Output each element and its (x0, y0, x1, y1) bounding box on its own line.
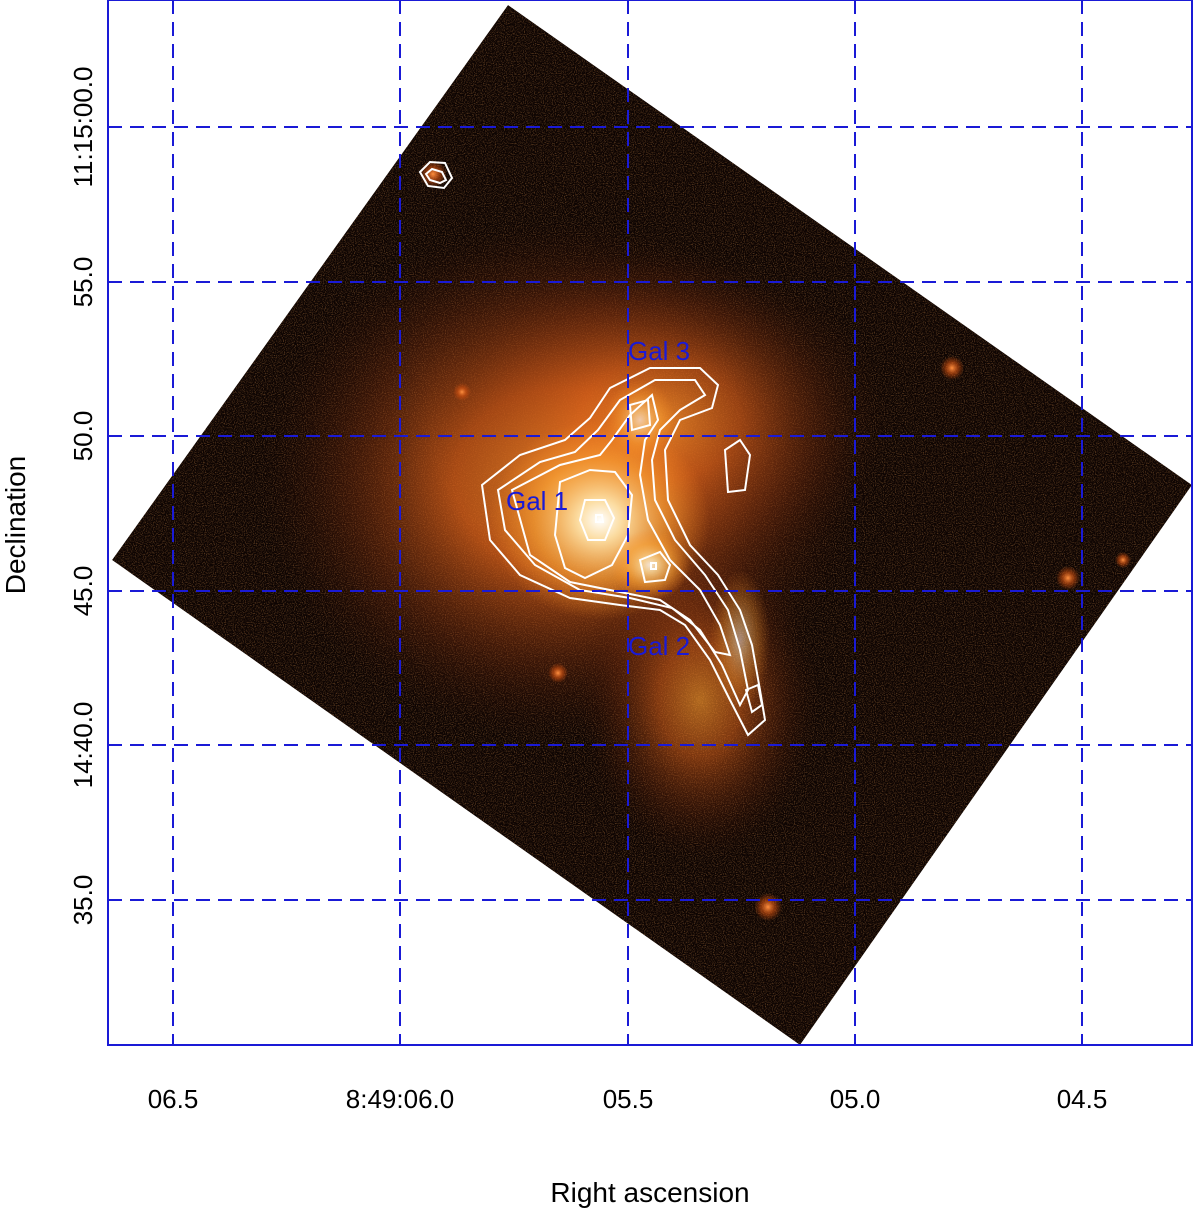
gal-3-label: Gal 3 (628, 336, 690, 366)
y-tick-label: 50.0 (68, 411, 98, 462)
y-tick-label: 45.0 (68, 566, 98, 617)
contour-lines (418, 160, 767, 737)
x-tick-labels: 06.5 8:49:06.0 05.5 05.0 04.5 (148, 1084, 1108, 1114)
x-tick-label: 05.0 (830, 1084, 881, 1114)
x-axis-title: Right ascension (550, 1177, 749, 1208)
x-tick-label: 04.5 (1057, 1084, 1108, 1114)
coordinate-grid (108, 0, 1192, 1045)
y-tick-label: 55.0 (68, 257, 98, 308)
y-tick-label: 14:40.0 (68, 702, 98, 789)
x-tick-label: 06.5 (148, 1084, 199, 1114)
plot-frame (107, 0, 1193, 1046)
y-axis-title: Declination (0, 456, 31, 595)
gal-1-label: Gal 1 (506, 486, 568, 516)
y-tick-label: 11:15:00.0 (68, 67, 98, 188)
x-tick-label: 05.5 (603, 1084, 654, 1114)
x-tick-label: 8:49:06.0 (346, 1084, 454, 1114)
y-tick-labels: 11:15:00.0 55.0 50.0 14:40.0 45.0 35.0 (68, 67, 98, 926)
y-tick-label: 35.0 (68, 875, 98, 926)
gal-2-label: Gal 2 (628, 631, 690, 661)
